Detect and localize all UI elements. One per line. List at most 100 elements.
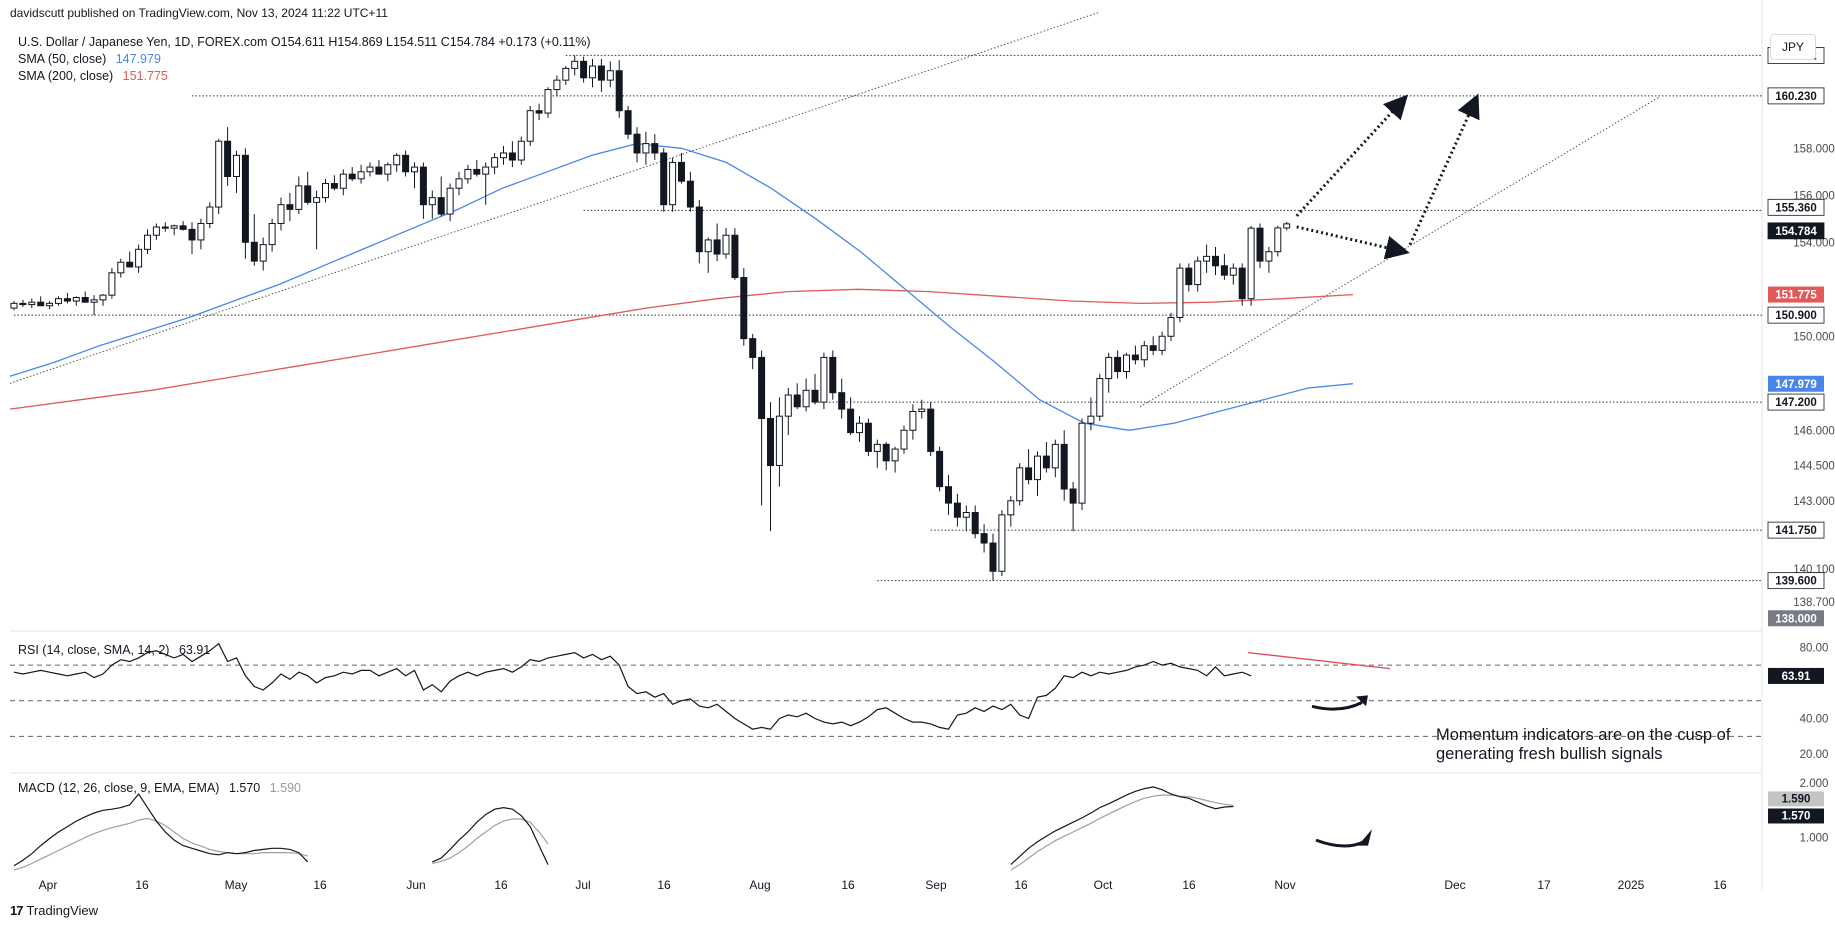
price-label-text: 147.979 [1775,379,1817,391]
candle [28,298,36,309]
candle-body-down [793,394,801,408]
projection-arrows [1295,93,1480,260]
currency-button[interactable]: JPY [1770,34,1816,60]
candle [384,162,392,182]
price-label-level: 141.750 [1767,521,1825,539]
annotation-note: Momentum indicators are on the cusp of g… [1436,726,1731,763]
candle-body-up [135,248,143,268]
macd-signal-box [1768,791,1824,807]
rsi-tick-label: 20.00 [1800,749,1829,761]
chart-grid [10,0,1763,890]
price-label-text: 139.600 [1775,576,1817,588]
macd-curve-arrowhead [1358,829,1372,846]
candle [731,228,739,280]
candle [651,134,659,161]
candle [829,350,837,400]
candle-body-up [1194,260,1202,286]
price-tick-label: 143.000 [1793,496,1835,508]
rsi-divergence-line [1247,651,1391,670]
candle [241,148,249,259]
macd-signal-line [13,817,308,871]
candle-body-down [989,542,997,572]
time-tick-label: 16 [1014,878,1028,892]
candle-body-up [1283,223,1291,229]
candle [215,138,223,215]
candle [233,150,240,193]
candle-body-up [1096,378,1104,417]
sma200-value: 151.775 [122,69,168,83]
candle-body-down [419,166,427,206]
price-label-text: 138.000 [1775,613,1817,625]
candle [1051,439,1059,478]
candle [562,66,570,85]
candle-body-down [731,234,739,279]
candle-body-down [651,143,659,154]
price-tick-label: 154.000 [1793,237,1835,249]
candle [37,296,45,307]
candle [571,55,579,76]
macd-line [13,792,309,867]
candle [793,383,801,410]
candle [784,387,792,435]
price-label-gray: 138.000 [1768,610,1824,627]
candle [1149,336,1157,356]
candle-body-down [953,502,961,518]
time-tick-label: 16 [1182,878,1196,892]
candle-body-down [188,228,196,241]
candle-body-up [820,356,828,403]
candle [909,404,917,440]
candle-body-up [1087,415,1095,424]
candle [589,58,596,88]
rsi-pane [10,642,1762,737]
candle [544,87,552,118]
candle [1087,397,1095,431]
candle [508,141,516,168]
candle-body-down [161,226,169,229]
candle-body-up [909,410,917,431]
price-label-text: 151.775 [1775,290,1817,302]
candle [1247,225,1255,306]
candle [962,505,970,532]
tradingview-logo[interactable]: 17 TradingView [10,903,98,918]
candle [767,402,774,532]
candle [998,510,1006,576]
price-axis[interactable]: 158.000156.000154.000150.000146.000144.5… [1767,47,1835,844]
candle [188,222,196,255]
macd-signal-line [432,818,549,865]
candle [678,152,685,184]
time-tick-label: 17 [1537,878,1551,892]
candle [980,524,988,553]
candle-body-down [304,185,312,203]
macd-value: 1.570 [228,781,261,795]
macd-signal-label: 1.590 [1768,791,1824,807]
candle-body-up [606,70,614,81]
rsi-last-label: 63.91 [1768,667,1824,684]
candle [90,295,98,316]
macd-last-text: 1.570 [1782,810,1811,822]
candle-body-up [553,79,561,91]
macd-curve-arrow [1315,838,1365,848]
candle-body-up [918,408,926,412]
candle [811,373,819,405]
candle [775,397,783,487]
time-tick-label: 16 [1713,878,1727,892]
candle-body-down [1238,267,1246,300]
time-axis[interactable]: Apr 16 May 16 Jun 16 Jul 16 Aug 16 Sep 16 Oct 16 Nov De… [39,878,1727,892]
candle-body-down [1060,443,1068,490]
candle [437,176,445,217]
candle-body-down [19,302,27,306]
candle-body-up [900,429,908,450]
candle [339,169,347,196]
candle-body-down [927,408,935,452]
candle [597,58,605,92]
candle-body-up [197,222,205,241]
rsi-label: RSI (14, close, SMA, 14, 2) [18,643,170,657]
candle [740,268,748,346]
candle-body-down [126,261,134,268]
candle [482,162,490,205]
candle-body-down [250,241,258,262]
candle [553,75,561,97]
candle-body-down [508,152,516,161]
price-label-sma200: 151.775 [1768,286,1824,303]
